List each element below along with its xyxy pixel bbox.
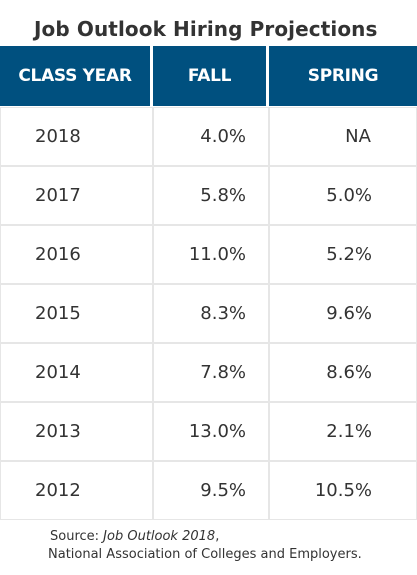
source-suffix: ,: [215, 529, 220, 544]
source-publication: Job Outlook 2018: [103, 529, 216, 544]
fall-cell: 8.3%: [153, 284, 269, 343]
fall-cell: 7.8%: [153, 343, 269, 402]
table-row: 2016 11.0% 5.2%: [0, 225, 417, 284]
source-prefix: Source:: [50, 529, 104, 544]
spring-cell: NA: [269, 107, 417, 166]
class-year-cell: 2016: [0, 225, 153, 284]
fall-cell: 11.0%: [153, 225, 269, 284]
spring-cell: 10.5%: [269, 461, 417, 520]
source-organization: National Association of Colleges and Emp…: [48, 547, 362, 562]
table-row: 2017 5.8% 5.0%: [0, 166, 417, 225]
table-row: 2013 13.0% 2.1%: [0, 402, 417, 461]
column-header-class-year: CLASS YEAR: [0, 46, 150, 106]
class-year-cell: 2013: [0, 402, 153, 461]
column-header-fall: FALL: [153, 46, 266, 106]
chart-title: Job Outlook Hiring Projections: [34, 17, 378, 41]
class-year-cell: 2017: [0, 166, 153, 225]
class-year-cell: 2012: [0, 461, 153, 520]
class-year-cell: 2015: [0, 284, 153, 343]
source-note: Source: Job Outlook 2018, National Assoc…: [48, 528, 362, 564]
fall-cell: 4.0%: [153, 107, 269, 166]
table-row: 2018 4.0% NA: [0, 107, 417, 166]
table-row: 2014 7.8% 8.6%: [0, 343, 417, 402]
table-row: 2012 9.5% 10.5%: [0, 461, 417, 520]
spring-cell: 5.0%: [269, 166, 417, 225]
spring-cell: 8.6%: [269, 343, 417, 402]
table-row: 2015 8.3% 9.6%: [0, 284, 417, 343]
table-body: 2018 4.0% NA 2017 5.8% 5.0% 2016 11.0% 5…: [0, 107, 417, 520]
column-header-spring: SPRING: [269, 46, 417, 106]
fall-cell: 5.8%: [153, 166, 269, 225]
table-header: CLASS YEAR FALL SPRING: [0, 46, 417, 106]
class-year-cell: 2018: [0, 107, 153, 166]
spring-cell: 2.1%: [269, 402, 417, 461]
fall-cell: 13.0%: [153, 402, 269, 461]
fall-cell: 9.5%: [153, 461, 269, 520]
spring-cell: 9.6%: [269, 284, 417, 343]
spring-cell: 5.2%: [269, 225, 417, 284]
class-year-cell: 2014: [0, 343, 153, 402]
